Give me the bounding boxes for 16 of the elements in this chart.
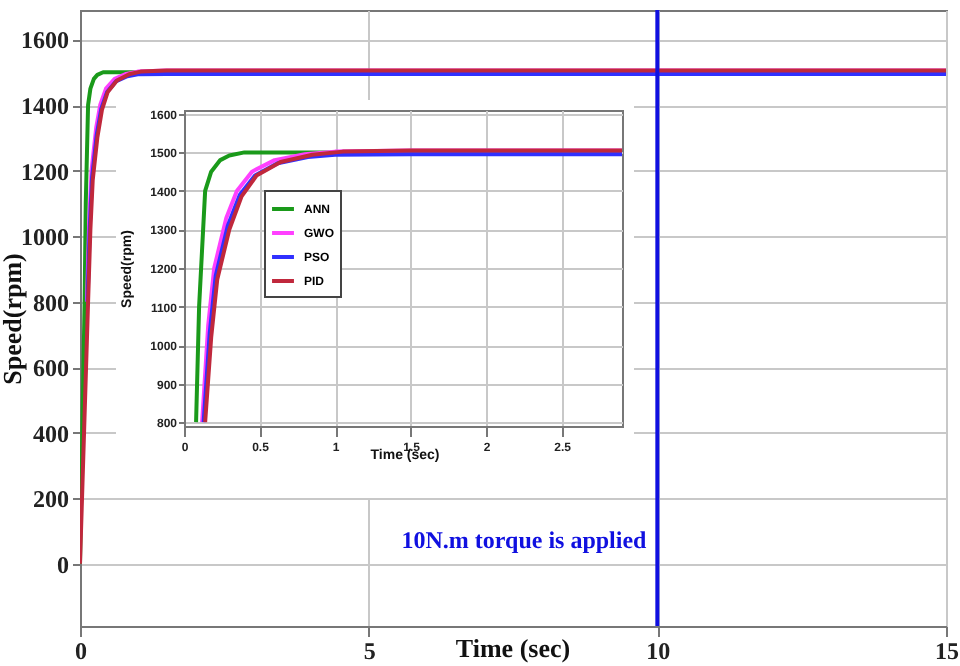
x-tick-label: 15 [935,637,959,665]
annotation: 10N.m torque is applied [401,526,648,554]
y-tick-label: 200 [33,485,69,514]
x-axis-title: Time (sec) [455,633,571,663]
y-tick-label: 1400 [21,92,69,121]
y-tick-label: 800 [33,288,69,317]
y-tick-label: 1000 [21,223,69,252]
y-tick-label: 600 [33,354,69,383]
y-tick-label: 0 [57,550,69,579]
x-tick-label: 10 [646,637,671,665]
y-tick-label: 1200 [21,157,69,186]
y-tick-label: 400 [33,419,69,448]
x-tick-label: 5 [363,637,376,665]
y-axis-title: Speed(rpm) [0,253,27,385]
y-tick-label: 1600 [21,26,69,55]
x-tick-label: 0 [75,637,87,665]
